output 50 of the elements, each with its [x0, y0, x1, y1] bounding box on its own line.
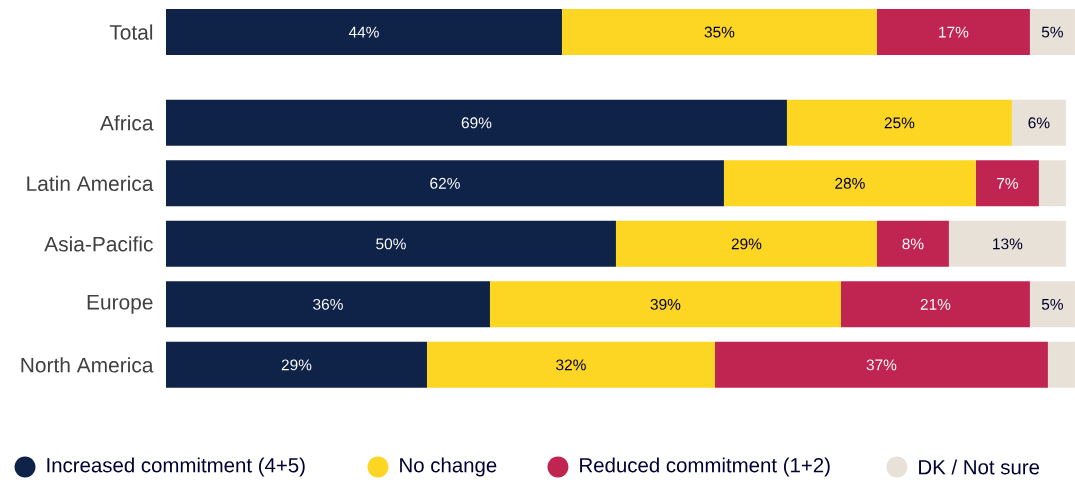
y-tick-label: North America	[21, 357, 154, 373]
bar	[165, 281, 490, 328]
data-label: 37%	[866, 359, 897, 371]
bar	[786, 99, 1012, 146]
bar	[948, 220, 1066, 267]
data-label: 39%	[650, 298, 681, 310]
legend-label: Increased commitment (4+5)	[47, 457, 305, 477]
y-tick-label: Europe	[87, 295, 153, 314]
legend-label: Reduced commitment (1+2)	[580, 457, 830, 477]
bar	[165, 220, 616, 267]
data-label: 29%	[731, 238, 762, 250]
bar	[840, 281, 1030, 328]
data-label: 7%	[997, 177, 1019, 189]
data-label: 69%	[461, 117, 492, 129]
data-label: 5%	[1041, 26, 1063, 38]
bar	[426, 341, 715, 388]
bar	[1011, 99, 1066, 146]
bar	[1047, 341, 1075, 388]
bar	[1038, 160, 1066, 207]
y-tick-label: Total	[109, 24, 153, 40]
y-tick-label: Asia-Pacific	[44, 236, 153, 252]
data-label: 62%	[430, 177, 460, 189]
y-tick-label: Latin America	[27, 175, 154, 192]
data-label: 50%	[376, 238, 406, 250]
data-label: 29%	[281, 359, 312, 371]
bar	[723, 160, 976, 207]
legend-label: No change	[400, 457, 497, 477]
bar	[975, 160, 1039, 207]
data-label: 17%	[939, 26, 969, 38]
data-label: 6%	[1028, 117, 1050, 129]
data-label: 44%	[348, 26, 379, 38]
data-label: 21%	[920, 298, 951, 310]
y-tick-label: Africa	[100, 115, 154, 131]
data-label: 36%	[313, 298, 343, 310]
bar	[165, 160, 724, 207]
data-label: 25%	[884, 117, 915, 129]
data-label: 35%	[704, 26, 735, 38]
bar	[1029, 281, 1075, 328]
bar	[165, 341, 427, 388]
data-label: 5%	[1041, 298, 1063, 310]
bar	[615, 220, 877, 267]
bar	[489, 281, 841, 328]
data-label: 13%	[993, 238, 1023, 250]
bar	[876, 220, 949, 267]
bar	[714, 341, 1048, 388]
data-label: 8%	[902, 238, 924, 250]
legend-label: DK / Not sure	[919, 459, 1040, 475]
data-label: 32%	[556, 359, 586, 371]
bar	[165, 99, 787, 146]
data-label: 28%	[835, 177, 865, 189]
